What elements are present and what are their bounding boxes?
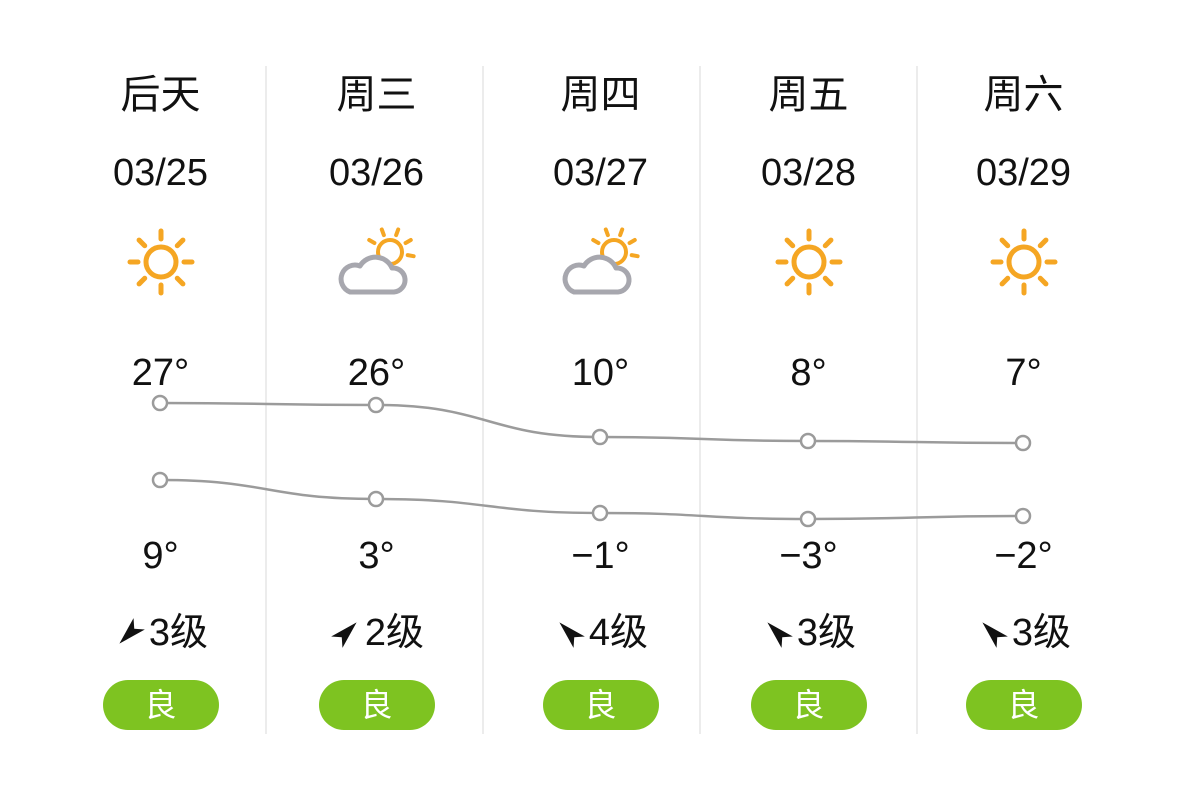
high-temp-point xyxy=(367,396,385,414)
low-temp-point xyxy=(799,510,817,528)
high-temp: 26° xyxy=(347,352,406,394)
low-temp-point xyxy=(1014,507,1032,525)
weather-icon xyxy=(268,222,485,302)
aqi-badge: 良 xyxy=(965,680,1082,730)
weather-icon xyxy=(915,222,1132,302)
low-temp: −1° xyxy=(571,535,630,577)
forecast-day-column[interactable]: 周六 03/29 7° −2° 3级 良 xyxy=(915,0,1132,800)
high-temp-point xyxy=(799,432,817,450)
low-temp: 3° xyxy=(358,535,395,577)
wind-level: 4级 xyxy=(588,612,649,654)
partly-cloudy-icon xyxy=(338,227,416,295)
aqi-badge: 良 xyxy=(318,680,435,730)
wind-direction-icon xyxy=(982,622,1008,648)
day-label: 周三 xyxy=(336,73,417,117)
wind-level: 3级 xyxy=(796,612,857,654)
low-temp-point xyxy=(367,490,385,508)
day-label: 周五 xyxy=(768,73,849,117)
aqi-badge: 良 xyxy=(750,680,867,730)
forecast-day-column[interactable]: 后天 03/25 27° 9° 3级 良 xyxy=(52,0,269,800)
low-temp-point xyxy=(151,471,169,489)
low-temp: −3° xyxy=(779,535,838,577)
date-label: 03/29 xyxy=(975,152,1072,194)
date-label: 03/28 xyxy=(760,152,857,194)
wind-direction-icon xyxy=(331,622,357,648)
high-temp-point xyxy=(151,394,169,412)
wind-direction-icon xyxy=(119,618,145,644)
partly-cloudy-icon xyxy=(562,227,640,295)
day-label: 周六 xyxy=(983,73,1064,117)
high-temp-point xyxy=(591,428,609,446)
high-temp: 7° xyxy=(1005,352,1042,394)
wind: 3级 xyxy=(915,610,1132,656)
wind-level: 3级 xyxy=(1011,612,1072,654)
sun-icon xyxy=(775,228,842,296)
forecast-day-column[interactable]: 周三 03/26 26° 3° 2级 良 xyxy=(268,0,485,800)
wind: 2级 xyxy=(268,610,485,656)
day-label: 周四 xyxy=(560,73,641,117)
column-divider xyxy=(482,66,484,734)
high-temp: 27° xyxy=(131,352,190,394)
date-label: 03/25 xyxy=(112,152,209,194)
forecast-day-column[interactable]: 周四 03/27 10° −1° 4级 良 xyxy=(492,0,709,800)
date-label: 03/27 xyxy=(552,152,649,194)
weather-icon xyxy=(492,222,709,302)
low-temp: −2° xyxy=(994,535,1053,577)
day-label: 后天 xyxy=(120,73,201,117)
high-temp-point xyxy=(1014,434,1032,452)
sun-icon xyxy=(127,228,194,296)
aqi-badge: 良 xyxy=(102,680,219,730)
weather-icon xyxy=(700,222,917,302)
date-label: 03/26 xyxy=(328,152,425,194)
wind-direction-icon xyxy=(767,622,793,648)
high-temp: 10° xyxy=(571,352,630,394)
weather-icon xyxy=(52,222,269,302)
wind: 4级 xyxy=(492,610,709,656)
sun-icon xyxy=(990,228,1057,296)
column-divider xyxy=(916,66,918,734)
high-temp: 8° xyxy=(790,352,827,394)
aqi-badge: 良 xyxy=(542,680,659,730)
low-temp-point xyxy=(591,504,609,522)
wind: 3级 xyxy=(700,610,917,656)
column-divider xyxy=(265,66,267,734)
wind: 3级 xyxy=(52,610,269,656)
forecast-day-column[interactable]: 周五 03/28 8° −3° 3级 良 xyxy=(700,0,917,800)
wind-level: 2级 xyxy=(364,612,425,654)
column-divider xyxy=(699,66,701,734)
wind-level: 3级 xyxy=(148,612,209,654)
low-temp: 9° xyxy=(142,535,179,577)
wind-direction-icon xyxy=(559,622,585,648)
